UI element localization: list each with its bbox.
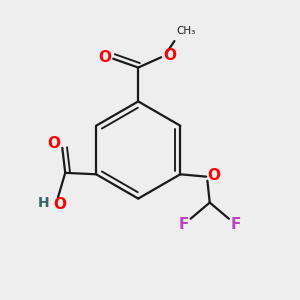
Text: CH₃: CH₃ — [176, 26, 195, 36]
Text: H: H — [38, 196, 50, 210]
Text: F: F — [230, 217, 241, 232]
Text: O: O — [47, 136, 61, 151]
Text: O: O — [53, 197, 66, 212]
Text: O: O — [163, 48, 176, 63]
Text: F: F — [179, 217, 189, 232]
Text: O: O — [98, 50, 112, 65]
Text: O: O — [207, 168, 220, 183]
